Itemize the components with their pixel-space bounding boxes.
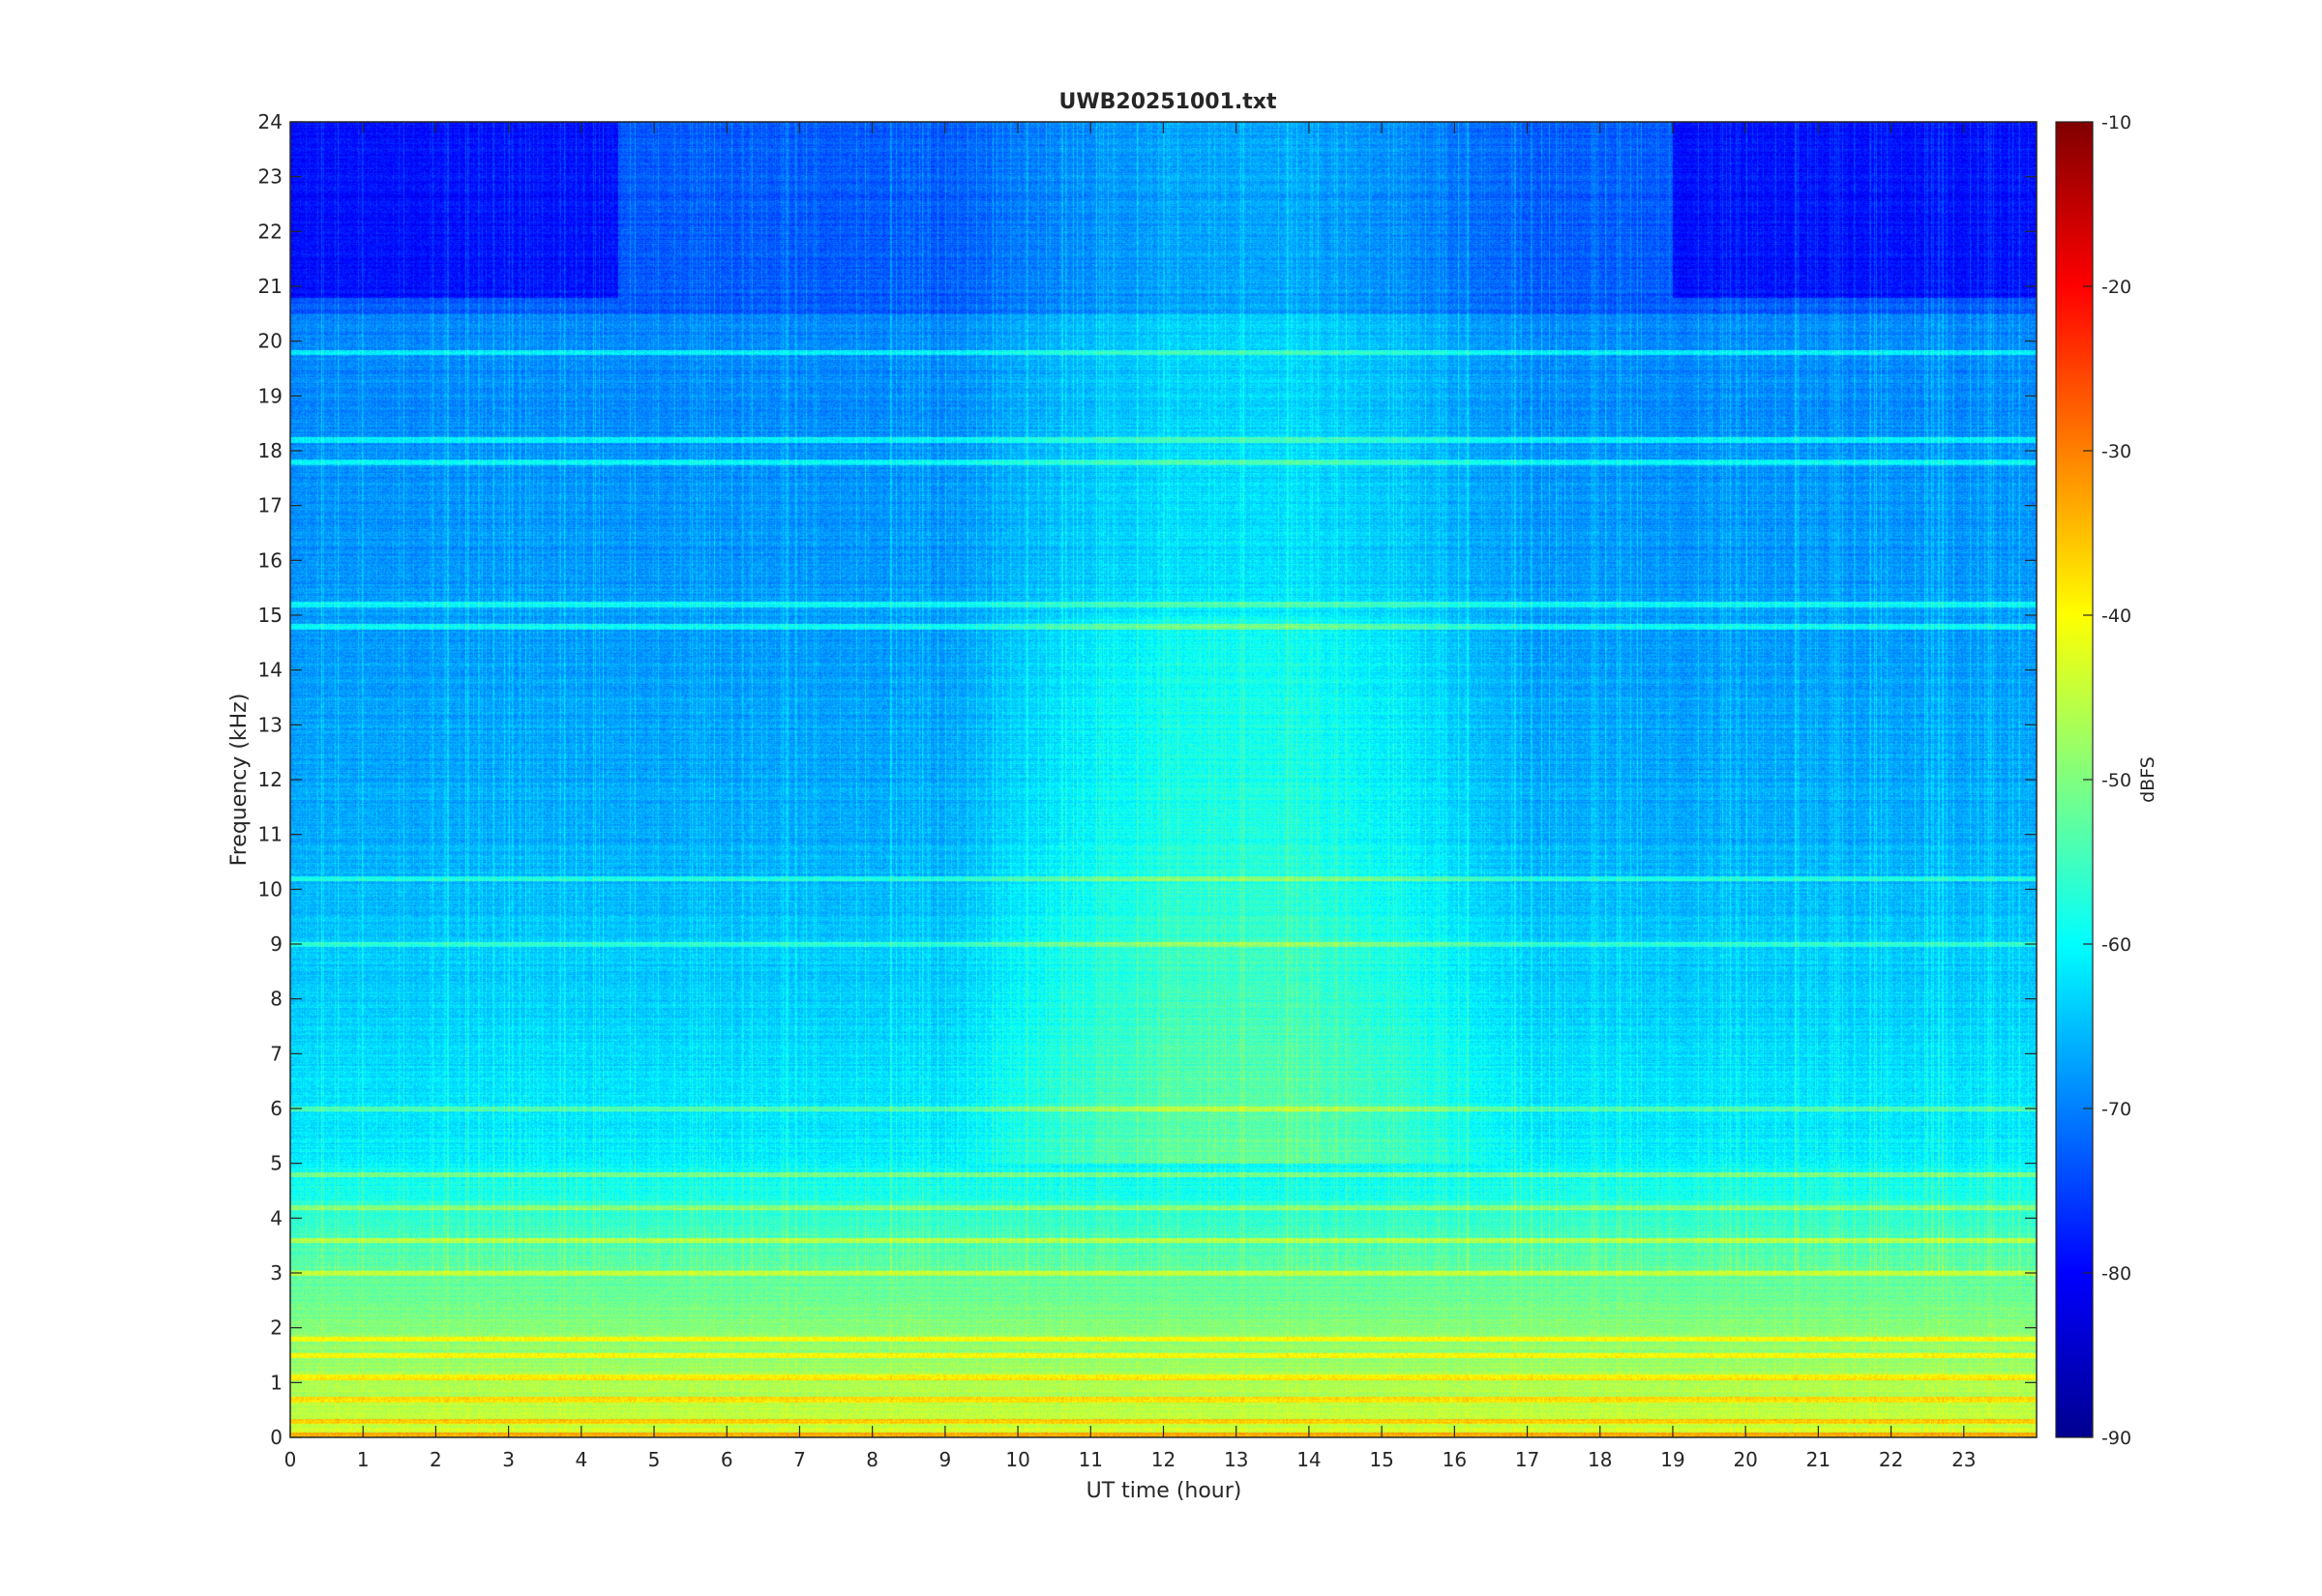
y-tick-label: 20 bbox=[258, 330, 283, 353]
y-tick-label: 6 bbox=[270, 1097, 283, 1120]
x-tick-label: 13 bbox=[1224, 1448, 1248, 1471]
y-tick-label: 18 bbox=[258, 439, 283, 462]
x-tick-label: 10 bbox=[1005, 1448, 1029, 1471]
colorbar-tick-label: -10 bbox=[2101, 112, 2131, 133]
y-tick-label: 2 bbox=[270, 1316, 283, 1340]
x-tick-label: 4 bbox=[575, 1448, 587, 1471]
y-tick-label: 1 bbox=[270, 1371, 283, 1394]
x-tick-label: 5 bbox=[648, 1448, 661, 1471]
x-tick-label: 1 bbox=[357, 1448, 370, 1471]
x-tick-label: 21 bbox=[1806, 1448, 1831, 1471]
spectrogram-image-holder bbox=[290, 122, 2037, 1437]
colorbar-tick-label: -60 bbox=[2101, 934, 2131, 956]
y-tick-label: 14 bbox=[258, 659, 283, 682]
x-tick-label: 7 bbox=[793, 1448, 806, 1471]
x-tick-label: 19 bbox=[1660, 1448, 1684, 1471]
x-tick-label: 6 bbox=[721, 1448, 733, 1471]
colorbar: -90 -80 -70 -60 -50 -40 -30 -20 -10 dBFS bbox=[2055, 112, 2158, 1449]
colorbar-tick-label: -30 bbox=[2101, 441, 2131, 462]
y-axis-label: Frequency (kHz) bbox=[227, 694, 252, 867]
x-tick-label: 9 bbox=[939, 1448, 952, 1471]
y-tick-label: 22 bbox=[258, 220, 283, 243]
y-tick-label: 10 bbox=[258, 877, 283, 901]
spectrogram-image bbox=[290, 122, 2037, 1437]
y-tick-label: 21 bbox=[258, 275, 283, 298]
y-tick-label: 9 bbox=[270, 932, 283, 956]
x-tick-label: 23 bbox=[1951, 1448, 1976, 1471]
colorbar-tick-label: -70 bbox=[2101, 1099, 2131, 1120]
y-tick-label: 19 bbox=[258, 384, 283, 407]
x-axis: 0 1 2 3 4 5 6 7 8 9 10 11 12 13 14 15 16 17 18 19 20 21 22 23 bbox=[284, 122, 1977, 1471]
x-tick-label: 2 bbox=[430, 1448, 442, 1471]
y-tick-label: 3 bbox=[270, 1261, 283, 1285]
x-tick-label: 14 bbox=[1296, 1448, 1321, 1471]
x-tick-label: 18 bbox=[1588, 1448, 1612, 1471]
y-tick-label: 13 bbox=[258, 713, 283, 736]
y-tick-label: 17 bbox=[258, 494, 283, 517]
x-tick-label: 0 bbox=[284, 1448, 297, 1471]
y-tick-label: 7 bbox=[270, 1042, 283, 1065]
y-tick-label: 8 bbox=[270, 988, 283, 1011]
y-tick-label: 24 bbox=[258, 110, 283, 133]
plot-area bbox=[289, 121, 2038, 1438]
x-tick-label: 12 bbox=[1151, 1448, 1176, 1471]
colorbar-ticks: -90 -80 -70 -60 -50 -40 -30 -20 -10 bbox=[2083, 112, 2131, 1449]
chart-title: UWB20251001.txt bbox=[1059, 90, 1277, 114]
colorbar-tick-label: -20 bbox=[2101, 277, 2131, 298]
colorbar-tick-label: -50 bbox=[2101, 770, 2131, 791]
x-tick-label: 3 bbox=[502, 1448, 515, 1471]
colorbar-tick-label: -80 bbox=[2101, 1263, 2131, 1285]
colorbar-tick-label: -90 bbox=[2101, 1428, 2131, 1449]
x-tick-label: 22 bbox=[1879, 1448, 1903, 1471]
y-tick-label: 0 bbox=[270, 1426, 283, 1449]
colorbar-tick-label: -40 bbox=[2101, 606, 2131, 627]
y-tick-label: 15 bbox=[258, 604, 283, 627]
y-tick-label: 4 bbox=[270, 1206, 283, 1229]
x-tick-label: 20 bbox=[1733, 1448, 1757, 1471]
colorbar-label: dBFS bbox=[2137, 756, 2158, 803]
x-tick-label: 15 bbox=[1369, 1448, 1393, 1471]
x-tick-label: 11 bbox=[1079, 1448, 1103, 1471]
x-axis-label: UT time (hour) bbox=[1087, 1479, 1242, 1503]
x-tick-label: 16 bbox=[1443, 1448, 1467, 1471]
y-tick-label: 16 bbox=[258, 548, 283, 572]
y-tick-label: 5 bbox=[270, 1152, 283, 1175]
x-tick-label: 17 bbox=[1515, 1448, 1539, 1471]
y-tick-label: 12 bbox=[258, 768, 283, 791]
y-tick-label: 23 bbox=[258, 165, 283, 189]
x-tick-label: 8 bbox=[866, 1448, 878, 1471]
y-tick-label: 11 bbox=[258, 823, 283, 846]
